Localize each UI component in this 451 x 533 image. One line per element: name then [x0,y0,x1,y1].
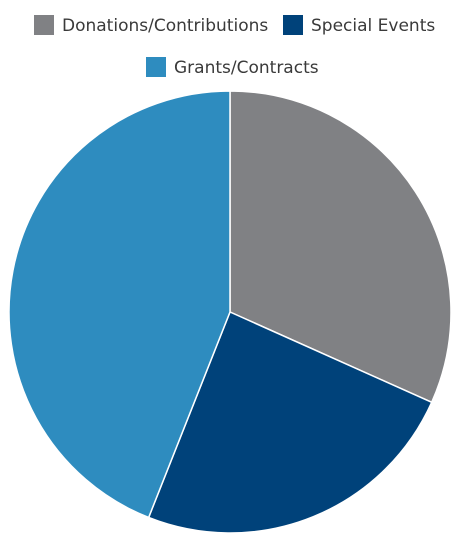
pie-slice-donations-contributions [229,90,451,404]
legend-swatch-grants-contracts [146,57,166,77]
legend-swatch-donations-contributions [34,15,54,35]
legend-item-special-events: Special Events [283,15,435,36]
legend-label-special-events: Special Events [311,16,435,36]
pie-slice-special-events [147,310,433,533]
legend-item-grants-contracts: Grants/Contracts [146,57,319,78]
chart-legend: Donations/Contributions Special Events G… [34,15,435,78]
pie-slices [8,90,451,533]
legend-label-donations-contributions: Donations/Contributions [62,16,268,36]
legend-label-grants-contracts: Grants/Contracts [174,58,319,78]
legend-item-donations-contributions: Donations/Contributions [34,15,268,36]
legend-swatch-special-events [283,15,303,35]
pie-slice-grants-contracts [8,90,231,519]
